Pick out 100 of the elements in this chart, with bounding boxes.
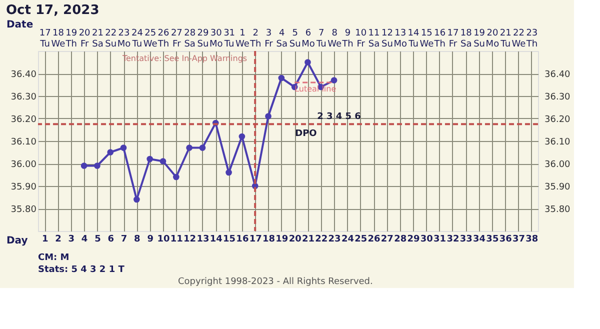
x2-tick-label: 22 bbox=[315, 234, 328, 244]
x-tick-label: 16 Th bbox=[433, 28, 446, 50]
x2-tick-label: 31 bbox=[434, 234, 446, 244]
x-tick-label: 26 Th bbox=[156, 28, 170, 50]
x-tick-label: 27 Fr bbox=[170, 28, 182, 50]
y2-tick-label: 36.40 bbox=[544, 70, 571, 80]
x-tick-label: 5 Su bbox=[289, 28, 301, 50]
x-tick-label: 6 Mo bbox=[302, 28, 316, 50]
x-tick-label: 30 Mo bbox=[209, 28, 224, 50]
y-tick-label: 36.10 bbox=[10, 138, 37, 148]
x-tick-label: 12 Su bbox=[381, 28, 393, 50]
point bbox=[107, 149, 114, 156]
point bbox=[186, 144, 192, 151]
annotation: DPO bbox=[295, 129, 318, 140]
x2-tick-label: 4 bbox=[81, 234, 88, 244]
x2-tick-label: 3 bbox=[68, 234, 75, 244]
x-tick-label: 13 Mo bbox=[394, 28, 408, 50]
point bbox=[265, 113, 272, 120]
x2-tick-label: 17 bbox=[249, 234, 262, 244]
y2-tick-label: 35.80 bbox=[544, 205, 571, 215]
x2-tick-label: 7 bbox=[120, 234, 128, 244]
point bbox=[226, 169, 232, 176]
text: Stats: 5 4 3 2 1 T bbox=[38, 265, 126, 275]
point bbox=[134, 196, 140, 203]
x-tick-label: 25 We bbox=[143, 28, 158, 50]
x-tick-label: 22 Su bbox=[105, 28, 117, 50]
x2-tick-label: 1 bbox=[42, 234, 48, 244]
x-tick-label: 4 Sa bbox=[276, 28, 288, 50]
x-tick-label: 11 Sa bbox=[368, 28, 380, 50]
x-tick-label: 31 Tu bbox=[223, 28, 236, 50]
y2-tick-label: 36.10 bbox=[544, 138, 571, 148]
x-tick-label: 1 We bbox=[235, 28, 250, 50]
y2-tick-label: 36.20 bbox=[544, 115, 571, 125]
x-tick-label: 29 Su bbox=[197, 28, 209, 50]
x-tick-label: 28 Sa bbox=[184, 28, 196, 50]
x2-tick-label: 14 bbox=[210, 234, 222, 244]
x-tick-label: 17 Tu bbox=[39, 28, 51, 50]
x-tick-label: 23 Th bbox=[525, 28, 538, 50]
x-tick-label: 19 Su bbox=[474, 28, 486, 50]
x-tick-label: 8 We bbox=[328, 28, 342, 50]
x2-tick-label: 29 bbox=[407, 234, 420, 244]
y-tick-label: 36.20 bbox=[10, 115, 37, 125]
text: CM: M bbox=[38, 253, 70, 263]
x2-tick-label: 27 bbox=[380, 234, 394, 244]
y2-tick-label: 35.90 bbox=[544, 182, 571, 192]
x2-tick-label: 13 bbox=[196, 234, 210, 244]
x2-tick-label: 12 bbox=[184, 234, 196, 244]
x2-tick-label: 9 bbox=[147, 234, 154, 244]
chart-title: Oct 17, 2023 bbox=[6, 3, 100, 18]
point bbox=[172, 174, 180, 180]
y-tick-label: 36.00 bbox=[10, 160, 37, 170]
x2-tick-label: 28 bbox=[394, 234, 407, 244]
x-tick-label: 2 Th bbox=[249, 28, 262, 50]
y-tick-label: 35.90 bbox=[10, 182, 37, 192]
x-tick-label: 21 Sa bbox=[92, 28, 104, 50]
x2-tick-label: 8 bbox=[134, 234, 140, 244]
x-tick-label: 3 Fr bbox=[264, 28, 274, 50]
x-tick-label: 22 We bbox=[512, 28, 526, 50]
x2-tick-label: 5 bbox=[94, 234, 101, 244]
x2-tick-label: 21 bbox=[302, 234, 314, 244]
x2-tick-label: 36 bbox=[499, 234, 512, 244]
x2-tick-label: 6 bbox=[108, 234, 114, 244]
x-tick-label: 18 We bbox=[51, 28, 66, 50]
x-tick-label: 23 Mo bbox=[117, 28, 132, 50]
x2-tick-label: 25 bbox=[354, 234, 368, 244]
point bbox=[94, 162, 100, 169]
x-tick-label: 21 Tu bbox=[500, 28, 512, 50]
text: Copyright 1998-2023 - All Rights Reserved. bbox=[178, 277, 373, 287]
x2-tick-label: 16 bbox=[236, 234, 249, 244]
x2-tick-label: 10 bbox=[157, 234, 170, 244]
x2-tick-label: 37 bbox=[512, 234, 526, 244]
point bbox=[160, 158, 166, 164]
y-tick-label: 36.30 bbox=[10, 92, 37, 102]
point bbox=[238, 133, 246, 140]
x2-tick-label: 20 bbox=[288, 234, 302, 244]
x2-tick-label: 18 bbox=[262, 234, 276, 244]
x-tick-label: 20 Fr bbox=[78, 28, 91, 50]
x2-tick-label: 24 bbox=[341, 234, 354, 244]
x2-tick-label: 15 bbox=[223, 234, 236, 244]
point bbox=[199, 144, 206, 151]
y2-tick-label: 36.00 bbox=[544, 160, 571, 170]
x2-tick-label: 33 bbox=[460, 234, 472, 244]
x2-tick-label: 2 bbox=[55, 234, 62, 244]
x-tick-label: 9 Th bbox=[341, 28, 354, 50]
point bbox=[80, 162, 88, 169]
point bbox=[146, 156, 154, 162]
y2-tick-label: 36.30 bbox=[544, 92, 571, 102]
point bbox=[330, 77, 338, 84]
y-tick-label: 36.40 bbox=[10, 70, 37, 80]
annotation: 2 3 4 5 6 bbox=[317, 112, 361, 122]
point bbox=[304, 59, 311, 66]
x2-tick-label: 30 bbox=[420, 234, 433, 244]
point bbox=[278, 74, 285, 82]
x2-tick-label: 38 bbox=[526, 234, 538, 244]
x-tick-label: 17 Fr bbox=[447, 28, 459, 50]
x2-tick-label: 19 bbox=[276, 234, 288, 244]
x2-tick-label: 11 bbox=[170, 234, 183, 244]
x-tick-label: 20 Mo bbox=[486, 28, 500, 50]
x2-tick-label: 32 bbox=[446, 234, 460, 244]
x2-tick-label: 35 bbox=[486, 234, 499, 244]
